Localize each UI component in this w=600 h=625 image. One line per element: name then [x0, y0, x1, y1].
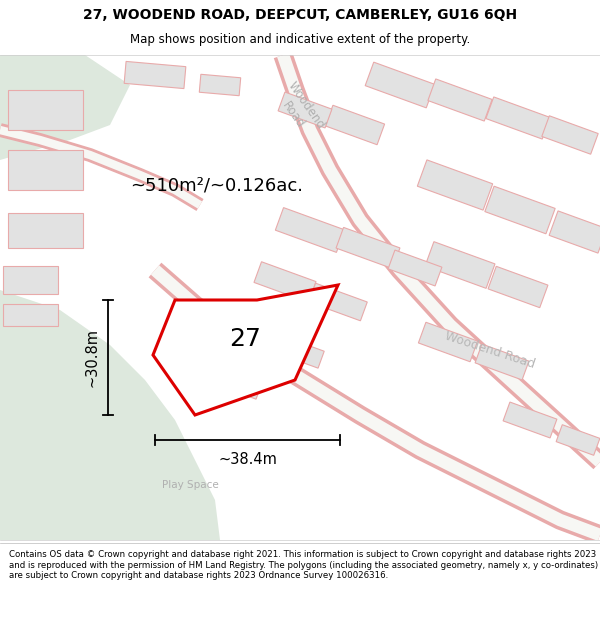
- Text: 27: 27: [230, 327, 262, 351]
- Polygon shape: [425, 242, 495, 288]
- Polygon shape: [418, 322, 478, 362]
- Polygon shape: [336, 228, 400, 269]
- Polygon shape: [503, 402, 557, 438]
- Polygon shape: [475, 344, 529, 380]
- Polygon shape: [388, 250, 442, 286]
- Polygon shape: [153, 285, 338, 415]
- Polygon shape: [549, 211, 600, 253]
- Text: ~510m²/~0.126ac.: ~510m²/~0.126ac.: [130, 176, 303, 194]
- Polygon shape: [488, 266, 548, 308]
- Polygon shape: [254, 262, 316, 302]
- Polygon shape: [365, 62, 435, 108]
- Polygon shape: [0, 290, 220, 540]
- Polygon shape: [309, 283, 367, 321]
- Text: 27, WOODEND ROAD, DEEPCUT, CAMBERLEY, GU16 6QH: 27, WOODEND ROAD, DEEPCUT, CAMBERLEY, GU…: [83, 8, 517, 22]
- Polygon shape: [7, 213, 83, 248]
- Polygon shape: [278, 92, 332, 128]
- Text: Woodend
Road: Woodend Road: [272, 79, 328, 141]
- Polygon shape: [214, 367, 262, 399]
- Polygon shape: [556, 425, 600, 455]
- Polygon shape: [485, 186, 555, 234]
- Text: Map shows position and indicative extent of the property.: Map shows position and indicative extent…: [130, 33, 470, 46]
- Polygon shape: [7, 90, 83, 130]
- Polygon shape: [0, 55, 130, 160]
- Polygon shape: [486, 97, 550, 139]
- Polygon shape: [542, 116, 598, 154]
- Polygon shape: [325, 105, 385, 145]
- Text: ~30.8m: ~30.8m: [85, 328, 100, 387]
- Polygon shape: [276, 336, 324, 368]
- Polygon shape: [2, 266, 58, 294]
- Polygon shape: [199, 74, 241, 96]
- Polygon shape: [2, 304, 58, 326]
- Polygon shape: [124, 61, 186, 89]
- Polygon shape: [418, 160, 493, 210]
- Text: Play Space: Play Space: [161, 480, 218, 490]
- Polygon shape: [7, 150, 83, 190]
- Text: Contains OS data © Crown copyright and database right 2021. This information is : Contains OS data © Crown copyright and d…: [9, 550, 598, 580]
- Polygon shape: [275, 208, 344, 252]
- Text: ~38.4m: ~38.4m: [218, 452, 277, 467]
- Text: Woodend Road: Woodend Road: [443, 329, 537, 371]
- Polygon shape: [230, 317, 286, 353]
- Polygon shape: [428, 79, 492, 121]
